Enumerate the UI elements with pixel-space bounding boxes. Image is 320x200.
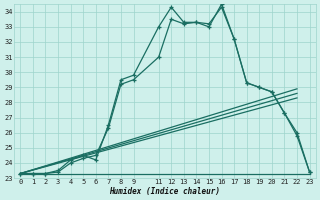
X-axis label: Humidex (Indice chaleur): Humidex (Indice chaleur) [109,187,220,196]
